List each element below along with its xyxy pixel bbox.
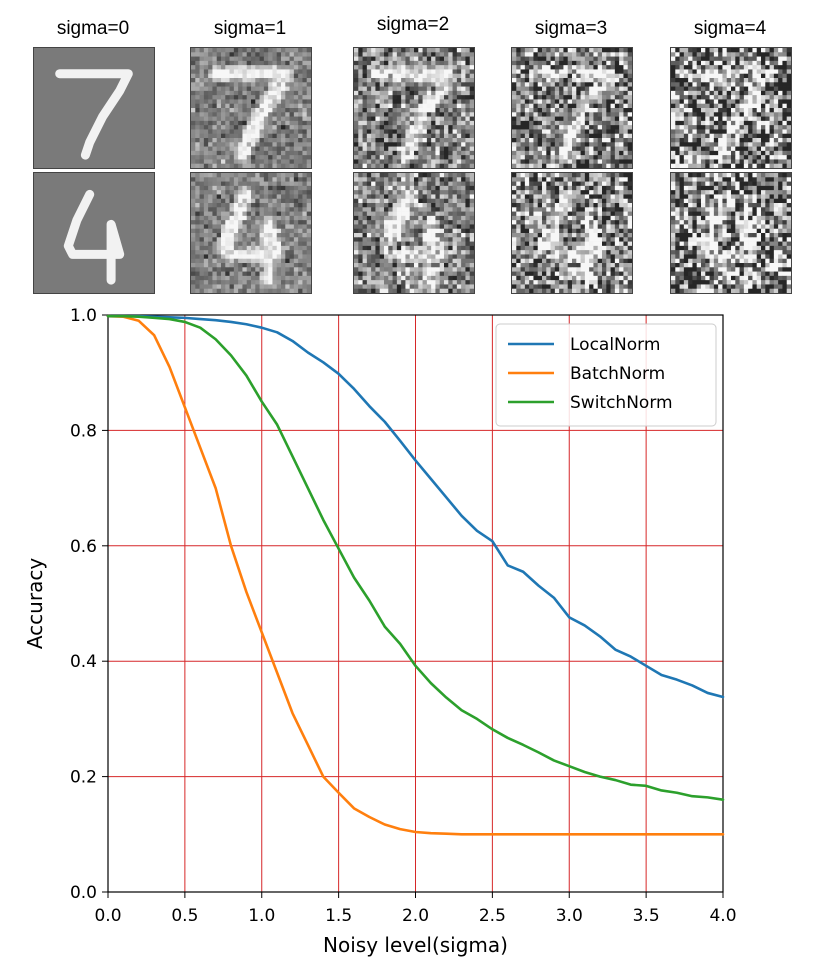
x-tick-label: 1.5	[325, 906, 352, 926]
x-tick-label: 2.0	[402, 906, 429, 926]
legend-entry: SwitchNorm	[570, 393, 673, 413]
y-tick-label: 0.4	[70, 652, 97, 672]
x-tick-label: 1.0	[248, 906, 275, 926]
x-tick-label: 3.5	[633, 906, 660, 926]
grid	[107, 314, 724, 893]
digit-sample-image	[511, 47, 633, 169]
noise-sample-grid: sigma=0 sigma=1 sigma=2 sigma=3 sigma=4	[0, 0, 814, 300]
digit-sample-image	[33, 172, 155, 294]
x-tick-label: 0.5	[171, 906, 198, 926]
series-line-localnorm	[106, 314, 725, 699]
digit-sample-image	[33, 47, 155, 169]
y-tick-label: 0.0	[70, 883, 97, 903]
digit-sample-image	[190, 47, 312, 169]
axis-ticks: 0.0 0.5 1.0 1.5 2.0 2.5 3.0 3.5 4.0 0.0 0.2 0.4 0.6 0…	[70, 306, 737, 926]
digit-sample-image	[670, 172, 792, 294]
x-tick-label: 0.0	[94, 906, 121, 926]
legend-box	[495, 323, 717, 427]
digit-sample-image	[353, 47, 475, 169]
x-axis-label: Noisy level(sigma)	[323, 933, 508, 957]
series-line-batchnorm	[106, 314, 725, 836]
legend-entry: BatchNorm	[570, 364, 665, 384]
sigma-label: sigma=4	[693, 18, 767, 39]
y-tick-label: 0.2	[70, 768, 97, 788]
x-tick-label: 3.0	[556, 906, 583, 926]
legend-entry: LocalNorm	[570, 335, 660, 355]
series-line-switchnorm	[106, 314, 725, 801]
x-tick-label: 2.5	[479, 906, 506, 926]
accuracy-vs-noise-chart: 0.0 0.5 1.0 1.5 2.0 2.5 3.0 3.5 4.0 0.0 0.2 0.4 0.6 0…	[23, 306, 737, 957]
y-tick-label: 1.0	[70, 306, 97, 326]
sigma-label: sigma=3	[534, 18, 608, 39]
sigma-label: sigma=0	[56, 18, 130, 39]
x-tick-label: 4.0	[709, 906, 736, 926]
digit-sample-image	[353, 172, 475, 294]
digit-sample-image	[670, 47, 792, 169]
legend: LocalNorm BatchNorm SwitchNorm	[495, 323, 717, 427]
y-tick-label: 0.6	[70, 537, 97, 557]
sigma-label: sigma=2	[376, 14, 450, 35]
digit-sample-image	[511, 172, 633, 294]
y-tick-label: 0.8	[70, 421, 97, 441]
digit-sample-image	[190, 172, 312, 294]
series-lines	[106, 314, 725, 836]
y-axis-label: Accuracy	[23, 558, 47, 649]
sigma-label: sigma=1	[213, 18, 287, 39]
